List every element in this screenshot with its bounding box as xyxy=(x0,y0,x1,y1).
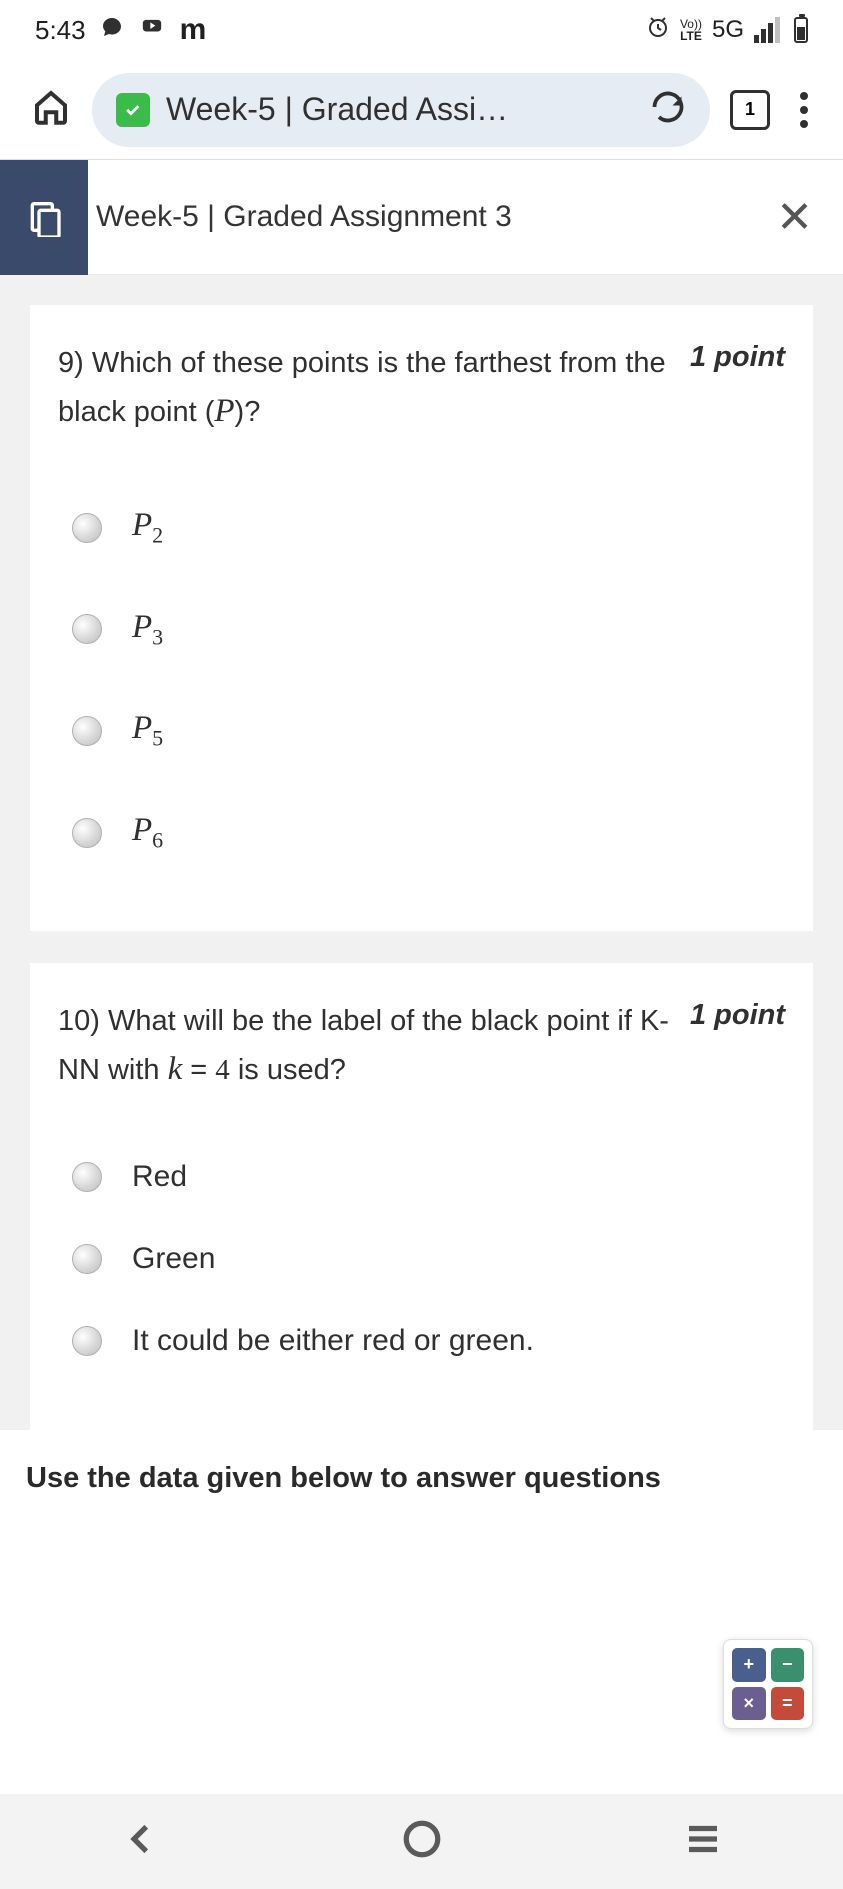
tab-count-value: 1 xyxy=(745,99,755,120)
network-label: 5G xyxy=(712,16,744,44)
radio-icon xyxy=(72,1162,102,1192)
option-label: P3 xyxy=(132,609,163,651)
page-header: Week-5 | Graded Assignment 3 ✕ xyxy=(0,160,843,275)
status-time: 5:43 xyxy=(35,15,86,46)
url-bar[interactable]: Week-5 | Graded Assi… xyxy=(92,73,710,147)
option-label: Red xyxy=(132,1160,187,1194)
nav-recent-icon[interactable] xyxy=(682,1818,724,1865)
option-label: It could be either red or green. xyxy=(132,1324,534,1358)
question-10-card: 10) What will be the label of the black … xyxy=(30,963,813,1429)
sidebar-toggle-icon[interactable] xyxy=(0,160,88,275)
secure-shield-icon xyxy=(116,93,150,127)
radio-icon xyxy=(72,818,102,848)
nav-home-icon[interactable] xyxy=(401,1818,443,1865)
home-icon[interactable] xyxy=(30,86,72,133)
option-label: P6 xyxy=(132,812,163,854)
calc-cell[interactable]: = xyxy=(771,1687,805,1721)
system-nav-bar xyxy=(0,1794,843,1889)
status-left: 5:43 m xyxy=(35,13,206,47)
radio-icon xyxy=(72,513,102,543)
browser-toolbar: Week-5 | Graded Assi… 1 xyxy=(0,60,843,160)
status-bar: 5:43 m Vo)) LTE 5G xyxy=(0,0,843,60)
question-9-option[interactable]: P6 xyxy=(58,782,785,884)
question-10-option[interactable]: It could be either red or green. xyxy=(58,1300,785,1382)
status-right: Vo)) LTE 5G xyxy=(646,15,808,46)
radio-icon xyxy=(72,1326,102,1356)
question-9-points: 1 point xyxy=(690,341,785,374)
question-10-option[interactable]: Green xyxy=(58,1218,785,1300)
reload-icon[interactable] xyxy=(650,89,686,130)
m-icon: m xyxy=(180,13,207,47)
lte-icon: Vo)) LTE xyxy=(680,18,702,42)
radio-icon xyxy=(72,614,102,644)
question-9-option[interactable]: P5 xyxy=(58,680,785,782)
signal-icon xyxy=(754,17,780,43)
video-icon xyxy=(138,15,166,46)
question-9-text: 9) Which of these points is the farthest… xyxy=(58,341,670,437)
alarm-icon xyxy=(646,15,670,46)
nav-back-icon[interactable] xyxy=(120,1818,162,1865)
url-text: Week-5 | Graded Assi… xyxy=(166,91,634,128)
close-icon[interactable]: ✕ xyxy=(746,192,843,243)
option-label: P5 xyxy=(132,710,163,752)
battery-icon xyxy=(794,17,808,43)
option-label: Green xyxy=(132,1242,215,1276)
chat-icon xyxy=(100,15,124,46)
overflow-menu-icon[interactable] xyxy=(790,92,818,128)
question-10-points: 1 point xyxy=(690,999,785,1032)
page-title: Week-5 | Graded Assignment 3 xyxy=(88,200,746,234)
tab-switcher[interactable]: 1 xyxy=(730,90,770,130)
calculator-widget[interactable]: +−×= xyxy=(723,1639,813,1729)
question-9-card: 9) Which of these points is the farthest… xyxy=(30,305,813,931)
calc-cell[interactable]: + xyxy=(732,1648,766,1682)
calc-cell[interactable]: × xyxy=(732,1687,766,1721)
content-area: 9) Which of these points is the farthest… xyxy=(0,275,843,1430)
section-instruction: Use the data given below to answer quest… xyxy=(0,1462,843,1515)
option-label: P2 xyxy=(132,507,163,549)
question-9-option[interactable]: P3 xyxy=(58,579,785,681)
question-10-option[interactable]: Red xyxy=(58,1136,785,1218)
radio-icon xyxy=(72,716,102,746)
calc-cell[interactable]: − xyxy=(771,1648,805,1682)
radio-icon xyxy=(72,1244,102,1274)
question-9-option[interactable]: P2 xyxy=(58,477,785,579)
question-10-text: 10) What will be the label of the black … xyxy=(58,999,670,1095)
